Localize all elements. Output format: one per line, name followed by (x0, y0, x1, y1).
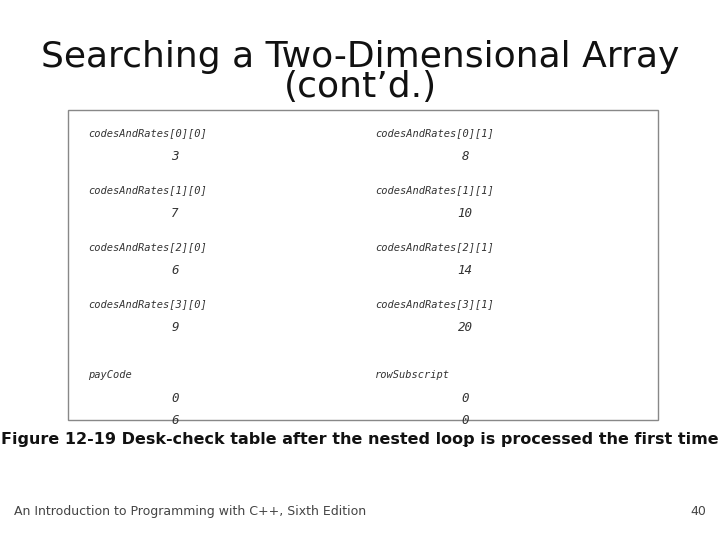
Text: codesAndRates[2][1]: codesAndRates[2][1] (375, 242, 494, 252)
Text: codesAndRates[0][0]: codesAndRates[0][0] (88, 128, 207, 138)
Text: 6: 6 (171, 264, 179, 277)
Text: rowSubscript: rowSubscript (375, 370, 450, 380)
Text: codesAndRates[3][1]: codesAndRates[3][1] (375, 299, 494, 309)
Text: Searching a Two-Dimensional Array: Searching a Two-Dimensional Array (41, 40, 679, 74)
Text: (cont’d.): (cont’d.) (284, 70, 436, 104)
Text: 1: 1 (462, 436, 469, 449)
Text: 9: 9 (171, 321, 179, 334)
Text: 8: 8 (462, 150, 469, 163)
Text: codesAndRates[0][1]: codesAndRates[0][1] (375, 128, 494, 138)
Text: 20: 20 (457, 321, 472, 334)
Text: 0: 0 (171, 392, 179, 405)
Text: codesAndRates[1][1]: codesAndRates[1][1] (375, 185, 494, 195)
Text: 0: 0 (462, 392, 469, 405)
Text: 10: 10 (457, 207, 472, 220)
Text: codesAndRates[3][0]: codesAndRates[3][0] (88, 299, 207, 309)
Text: Figure 12-19 Desk-check table after the nested loop is processed the first time: Figure 12-19 Desk-check table after the … (1, 432, 719, 447)
Text: payCode: payCode (88, 370, 132, 380)
Text: 7: 7 (171, 207, 179, 220)
Bar (68, 110, 658, 420)
Text: 6: 6 (171, 414, 179, 427)
Text: 40: 40 (690, 505, 706, 518)
Text: 14: 14 (457, 264, 472, 277)
Text: 0: 0 (462, 414, 469, 427)
Text: codesAndRates[2][0]: codesAndRates[2][0] (88, 242, 207, 252)
Text: codesAndRates[1][0]: codesAndRates[1][0] (88, 185, 207, 195)
Text: An Introduction to Programming with C++, Sixth Edition: An Introduction to Programming with C++,… (14, 505, 366, 518)
Text: 3: 3 (171, 150, 179, 163)
